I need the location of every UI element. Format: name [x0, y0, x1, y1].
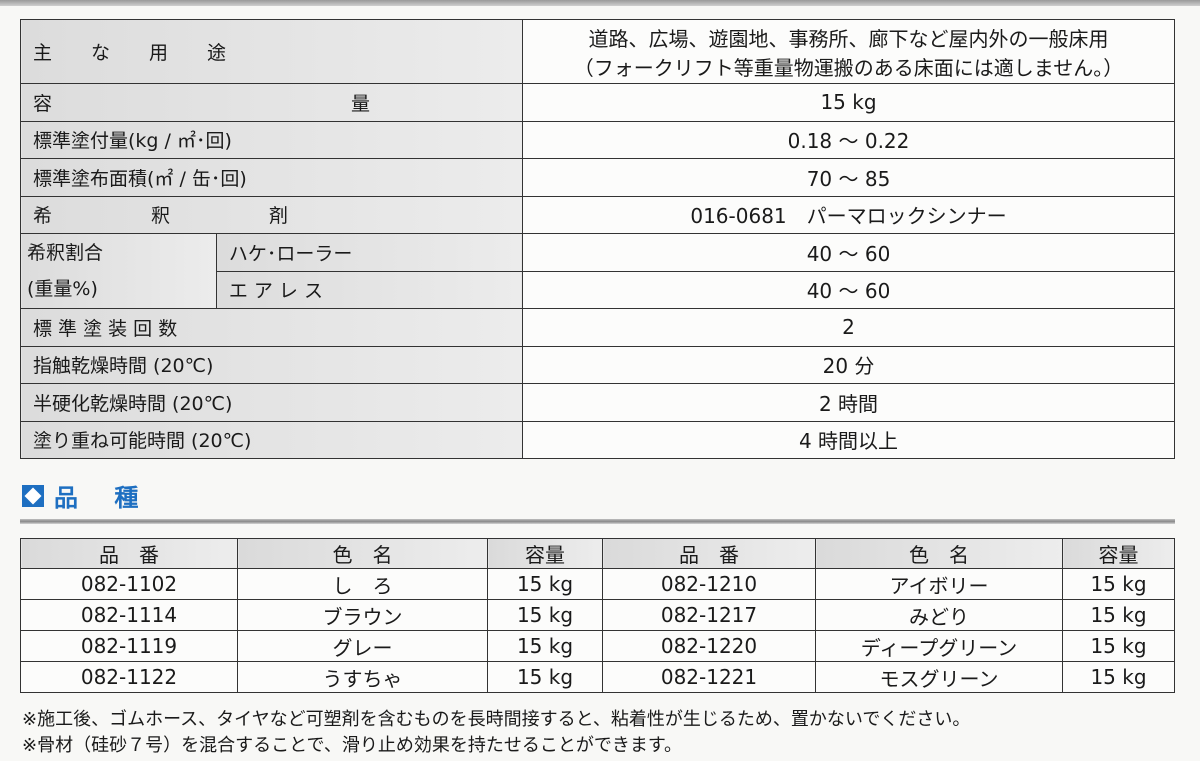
cell-product-number: 082-1217 — [602, 599, 816, 631]
section-rule — [20, 519, 1175, 524]
cell-color-name: ブラウン — [237, 599, 488, 631]
spec-row: 希釈割合 (重量%) ハケ･ローラー 40 ～ 60 — [20, 233, 1175, 309]
section-heading: 品 種 — [22, 478, 152, 513]
cell-product-number: 082-1114 — [20, 599, 238, 631]
spec-row: 塗り重ね可能時間 (20℃) 4 時間以上 — [19, 420, 1175, 459]
table-row: 082-1122 うすちゃ 15 kg 082-1221 モスグリーン 15 kg — [20, 661, 1175, 693]
note: ※施工後、ゴムホース、タイヤなど可塑剤を含むものを長時間接すると、粘着性が生じる… — [22, 709, 971, 730]
section-title: 品 種 — [54, 484, 153, 512]
cell-color-name: モスグリーン — [815, 661, 1063, 693]
cell-capacity: 15 kg — [1062, 568, 1175, 600]
cell-product-number: 082-1119 — [20, 630, 238, 662]
header-color-name: 色 名 — [237, 538, 488, 569]
spec-value: 2 時間 — [522, 383, 1175, 422]
table-row: 082-1114 ブラウン 15 kg 082-1217 みどり 15 kg — [20, 599, 1175, 631]
spec-value: 2 — [522, 308, 1175, 347]
spec-row: 標準塗布面積(㎡ / 缶･回) 70 ～ 85 — [19, 158, 1175, 197]
cell-color-name: うすちゃ — [237, 661, 488, 693]
top-rule — [0, 0, 1200, 6]
spec-value: 0.18 ～ 0.22 — [522, 120, 1175, 159]
header-capacity: 容量 — [1062, 538, 1175, 569]
spec-label: ハケ･ローラー — [215, 233, 524, 272]
spec-label: エ ア レ ス — [215, 270, 524, 309]
spec-row: 指触乾燥時間 (20℃) 20 分 — [19, 345, 1175, 384]
spec-row-usage: 主 な 用 途 道路、広場、遊園地、事務所、廊下など屋内外の一般床用 （フォークリ… — [19, 19, 1175, 84]
kinds-table: 品 番 色 名 容量 品 番 色 名 容量 082-1102 し ろ 15 kg 08… — [20, 538, 1175, 693]
note: ※骨材（硅砂７号）を混合することで、滑り止め効果を持たせることができます。 — [22, 735, 683, 756]
cell-color-name: みどり — [815, 599, 1063, 631]
table-row: 082-1102 し ろ 15 kg 082-1210 アイボリー 15 kg — [20, 568, 1175, 600]
spec-label: 主 な 用 途 — [19, 19, 524, 84]
spec-value: 15 kg — [522, 83, 1175, 122]
spec-label: 標 準 塗 装 回 数 — [19, 308, 524, 347]
table-row: 082-1119 グレー 15 kg 082-1220 ディープグリーン 15 kg — [20, 630, 1175, 662]
spec-label: 塗り重ね可能時間 (20℃) — [19, 420, 524, 459]
spec-value: 40 ～ 60 — [522, 233, 1175, 272]
spec-value-note: （フォークリフト等重量物運搬のある床面には適しません。） — [573, 55, 1124, 80]
spec-row: 標準塗付量(kg / ㎡･回) 0.18 ～ 0.22 — [19, 120, 1175, 159]
cell-product-number: 082-1122 — [20, 661, 238, 693]
cell-capacity: 15 kg — [1062, 599, 1175, 631]
spec-value: 70 ～ 85 — [522, 158, 1175, 197]
kinds-header-row: 品 番 色 名 容量 品 番 色 名 容量 — [20, 538, 1175, 569]
spec-value: 道路、広場、遊園地、事務所、廊下など屋内外の一般床用 — [588, 26, 1109, 51]
cell-capacity: 15 kg — [1062, 630, 1175, 662]
spec-table: 主 な 用 途 道路、広場、遊園地、事務所、廊下など屋内外の一般床用 （フォークリ… — [19, 19, 1175, 459]
spec-label: 指触乾燥時間 (20℃) — [19, 345, 524, 384]
spec-label: 容 量 — [19, 83, 524, 122]
cell-product-number: 082-1220 — [602, 630, 816, 662]
spec-row: 希 釈 剤 016-0681 パーマロックシンナー — [19, 195, 1175, 234]
spec-value: 016-0681 パーマロックシンナー — [522, 195, 1175, 234]
spec-row: エ ア レ ス 40 ～ 60 — [21, 270, 1175, 309]
header-product-number: 品 番 — [602, 538, 816, 569]
cell-capacity: 15 kg — [487, 568, 603, 600]
spec-row: 容 量 15 kg — [19, 83, 1175, 122]
cell-capacity: 15 kg — [487, 599, 603, 631]
header-capacity: 容量 — [487, 538, 603, 569]
spec-label: 標準塗布面積(㎡ / 缶･回) — [19, 158, 524, 197]
cell-capacity: 15 kg — [1062, 661, 1175, 693]
cell-color-name: ディープグリーン — [815, 630, 1063, 662]
cell-product-number: 082-1210 — [602, 568, 816, 600]
spec-label: 半硬化乾燥時間 (20℃) — [19, 383, 524, 422]
cell-color-name: し ろ — [237, 568, 488, 600]
spec-label: 希 釈 剤 — [19, 195, 524, 234]
dilution-group-unit: (重量%) — [27, 278, 98, 300]
spec-value: 20 分 — [522, 345, 1175, 384]
cell-capacity: 15 kg — [487, 630, 603, 662]
spec-value: 4 時間以上 — [522, 420, 1175, 459]
cell-product-number: 082-1221 — [602, 661, 816, 693]
cell-color-name: アイボリー — [815, 568, 1063, 600]
spec-label: 標準塗付量(kg / ㎡･回) — [19, 120, 524, 159]
diamond-icon — [22, 484, 44, 507]
spec-row: 半硬化乾燥時間 (20℃) 2 時間 — [19, 383, 1175, 422]
cell-capacity: 15 kg — [487, 661, 603, 693]
cell-color-name: グレー — [237, 630, 488, 662]
header-product-number: 品 番 — [20, 538, 238, 569]
dilution-group-label: 希釈割合 — [27, 242, 104, 264]
cell-product-number: 082-1102 — [20, 568, 238, 600]
spec-value: 40 ～ 60 — [522, 270, 1175, 309]
header-color-name: 色 名 — [815, 538, 1063, 569]
